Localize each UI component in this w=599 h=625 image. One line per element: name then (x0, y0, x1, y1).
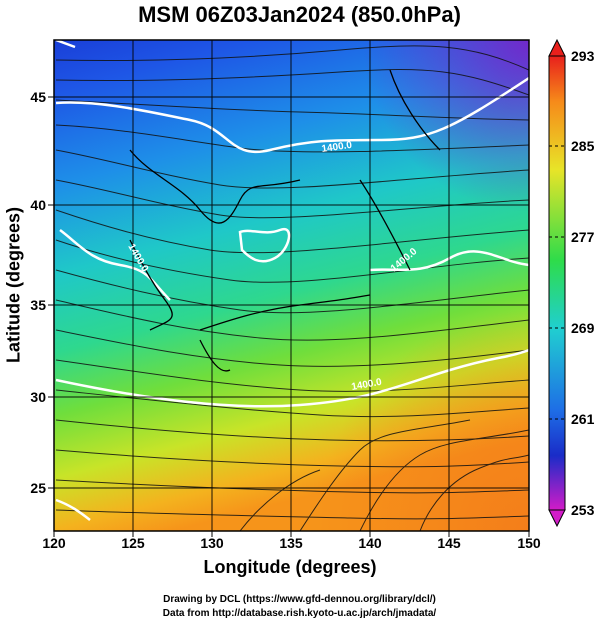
x-tick-label: 135 (279, 535, 303, 551)
colorbar-tick-label: 261 (571, 411, 595, 427)
coastlines (129, 69, 441, 372)
y-axis-label: Latitude (degrees) (3, 206, 24, 364)
x-tick-label: 120 (42, 535, 66, 551)
credit-data-source: Data from http://database.rish.kyoto-u.a… (162, 608, 437, 619)
chart-title: MSM 06Z03Jan2024 (850.0hPa) (138, 2, 461, 27)
streamlines (55, 45, 529, 531)
y-tick-label: 30 (30, 389, 46, 405)
y-tick-label: 45 (30, 89, 46, 105)
contour-label: 1400.0 (321, 140, 353, 155)
x-tick-label: 125 (121, 535, 145, 551)
x-tick-label: 150 (517, 535, 541, 551)
lat-lon-grid (54, 40, 529, 531)
colorbar-tick-label: 285 (571, 138, 595, 154)
map-area: 1400.0 1400.0 1400.0 1400.0 (54, 40, 529, 531)
x-tick-label: 145 (437, 535, 461, 551)
contour-label: 1400.0 (351, 377, 383, 393)
x-tick-label: 130 (200, 535, 224, 551)
colorbar-tick-label: 277 (571, 229, 595, 245)
y-tick-label: 35 (30, 297, 46, 313)
colorbar-tick-label: 253 (571, 502, 595, 518)
colorbar (548, 38, 566, 528)
colorbar-tick-label: 293 (571, 48, 595, 64)
colorbar-tick-label: 269 (571, 320, 595, 336)
contour-lines (55, 40, 529, 521)
y-tick-label: 40 (30, 197, 46, 213)
x-axis-label: Longitude (degrees) (203, 557, 377, 577)
y-tick-label: 25 (30, 480, 46, 496)
credit-drawing: Drawing by DCL (https://www.gfd-dennou.o… (163, 594, 436, 605)
x-tick-label: 140 (358, 535, 382, 551)
axis-ticks (48, 96, 530, 537)
